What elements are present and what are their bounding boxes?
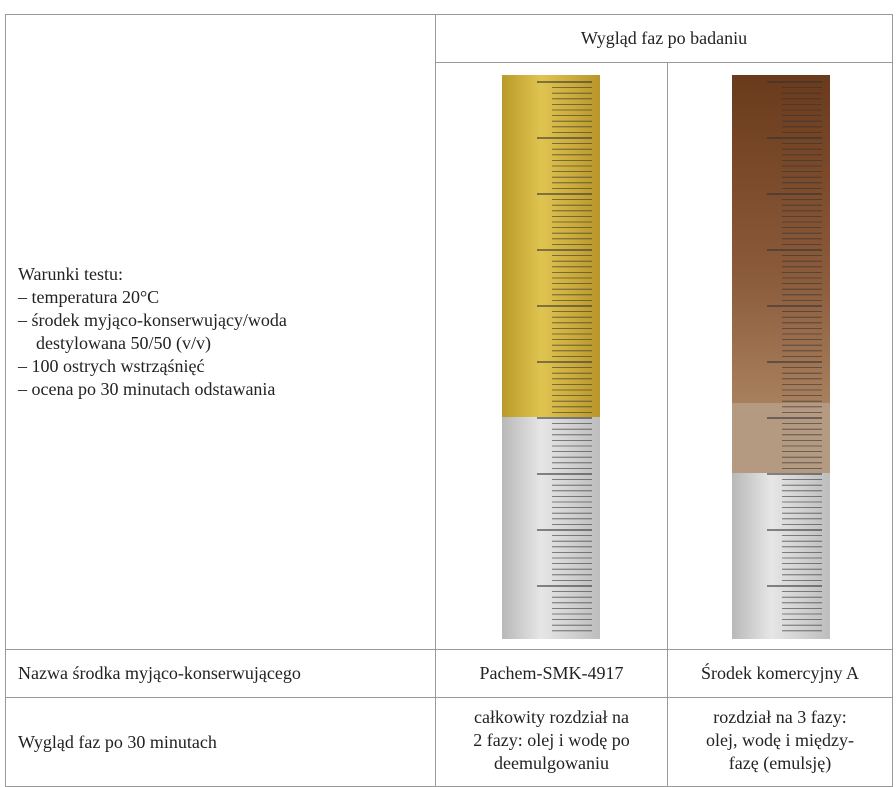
cell: Wygląd faz po 30 minutach (5, 697, 436, 787)
conditions-title: Warunki testu: (18, 263, 287, 286)
header-cell: Wygląd faz po badaniu (435, 14, 893, 63)
image-cell (667, 62, 893, 650)
condition: destylowana 50/50 (v/v) (18, 332, 287, 355)
cell: Pachem-SMK-4917 (435, 649, 668, 698)
condition: – temperatura 20°C (18, 286, 287, 309)
cell-text: Nazwa środka myjąco-konserwującego (18, 663, 301, 684)
cell-line: 2 fazy: olej i wodę po (473, 729, 629, 752)
cell-text: Pachem-SMK-4917 (480, 663, 624, 684)
cell-line: deemulgowaniu (494, 752, 609, 775)
condition: – 100 ostrych wstrząśnięć (18, 355, 287, 378)
cell: Nazwa środka myjąco-konserwującego (5, 649, 436, 698)
cell-line: całkowity rozdział na (474, 706, 629, 729)
cell-line: fazę (emulsję) (729, 752, 831, 775)
cell-text: Środek komercyjny A (701, 663, 859, 684)
cell-line: olej, wodę i między- (706, 729, 854, 752)
cell: całkowity rozdział na 2 fazy: olej i wod… (435, 697, 668, 787)
cell-line: rozdział na 3 fazy: (713, 706, 846, 729)
condition: – środek myjąco-konserwujący/woda (18, 309, 287, 332)
cell-text: Wygląd faz po 30 minutach (18, 732, 217, 753)
image-cell (435, 62, 668, 650)
cell: rozdział na 3 fazy: olej, wodę i między-… (667, 697, 893, 787)
conditions-cell: Warunki testu: – temperatura 20°C – środ… (5, 14, 436, 650)
header: Wygląd faz po badaniu (581, 28, 747, 49)
conditions: Warunki testu: – temperatura 20°C – środ… (18, 263, 287, 401)
condition: – ocena po 30 minutach odstawania (18, 378, 287, 401)
cell: Środek komercyjny A (667, 649, 893, 698)
page: Warunki testu: – temperatura 20°C – środ… (0, 0, 896, 780)
